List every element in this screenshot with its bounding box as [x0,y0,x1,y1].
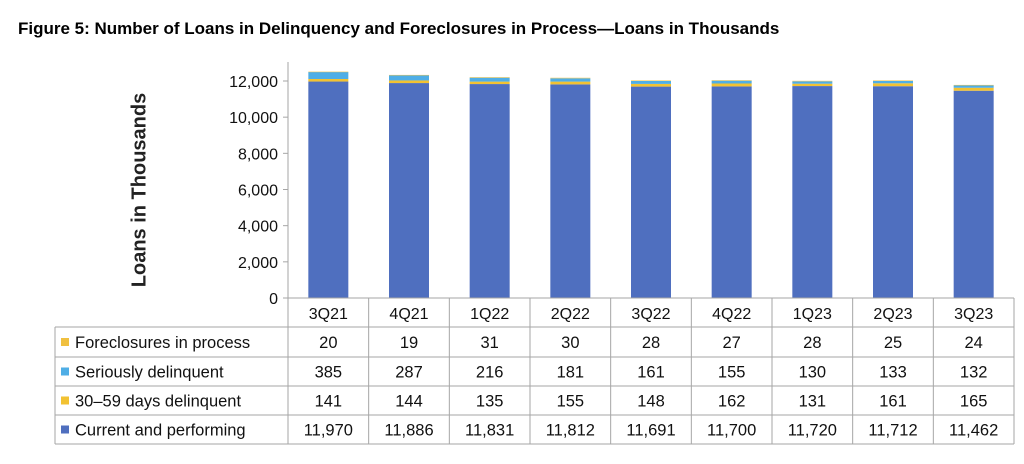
bar-current-and-performing [711,86,752,298]
table-cell-value: 11,970 [304,422,353,440]
y-tick-label: 12,000 [229,74,278,91]
bar-current-and-performing [550,84,591,299]
table-cell-value: 144 [395,393,423,411]
x-tick-label: 4Q21 [389,306,428,323]
bar-foreclosures-in-process [953,84,994,86]
legend-label: Seriously delinquent [75,364,224,382]
table-cell-value: 20 [319,334,337,352]
bar-seriously-delinquent [792,81,833,84]
table-cell-value: 31 [480,334,498,352]
bar-30-59-days-delinquent [389,80,429,84]
table-cell-value: 287 [395,364,423,382]
bar-foreclosures-in-process [631,80,671,81]
bar-30-59-days-delinquent [308,78,349,82]
bar-seriously-delinquent [389,75,429,81]
bar-30-59-days-delinquent [792,83,833,87]
table-cell-value: 131 [799,393,827,411]
table-cell-value: 28 [803,334,821,352]
chart-title: Figure 5: Number of Loans in Delinquency… [18,19,780,38]
table-cell-value: 24 [964,334,982,352]
legend-swatch [61,396,69,405]
table-cell-value: 155 [557,393,585,411]
bar-seriously-delinquent [873,80,913,84]
legend-swatch [61,425,69,434]
bar-foreclosures-in-process [550,77,591,79]
legend-label: 30–59 days delinquent [75,393,241,411]
table-cell-value: 11,462 [949,422,998,440]
bar-30-59-days-delinquent [469,81,510,85]
table-cell-value: 28 [642,334,660,352]
bar-foreclosures-in-process [711,80,752,81]
table-cell-value: 130 [799,364,827,382]
table-cell-value: 11,700 [707,422,756,440]
bar-foreclosures-in-process [308,71,349,73]
table-cell-value: 27 [722,334,740,352]
table-cell-value: 25 [884,334,902,352]
bar-foreclosures-in-process [873,80,913,81]
bar-foreclosures-in-process [469,77,510,78]
table-cell-value: 162 [718,393,746,411]
y-tick-label: 10,000 [229,110,278,127]
x-tick-label: 3Q21 [309,306,348,323]
bar-seriously-delinquent [953,85,994,88]
table-cell-value: 132 [960,364,988,382]
x-tick-label: 3Q23 [954,306,993,323]
table-cell-value: 181 [557,364,585,382]
x-tick-label: 1Q22 [470,306,509,323]
bar-30-59-days-delinquent [953,87,994,91]
bar-current-and-performing [389,83,429,299]
bar-foreclosures-in-process [792,80,833,82]
legend-label: Current and performing [75,422,246,440]
bar-foreclosures-in-process [389,74,429,76]
table-cell-value: 11,720 [788,422,837,440]
table-cell-value: 141 [315,393,343,411]
table-cell-value: 30 [561,334,579,352]
x-tick-label: 1Q23 [793,306,832,323]
bar-current-and-performing [792,86,833,299]
x-tick-label: 2Q23 [873,306,912,323]
table-cell-value: 155 [718,364,746,382]
table-cell-value: 161 [879,393,907,411]
y-tick-label: 4,000 [238,219,278,236]
y-tick-label: 6,000 [238,183,278,200]
table-cell-value: 11,812 [546,422,595,440]
bar-seriously-delinquent [550,78,591,82]
table-cell-value: 11,691 [626,422,675,440]
table-cell-value: 135 [476,393,504,411]
bar-current-and-performing [308,81,349,298]
legend-swatch [61,338,69,346]
table-cell-value: 133 [879,364,907,382]
table-cell-value: 11,886 [384,422,433,440]
table-cell-value: 11,712 [868,422,917,440]
bar-current-and-performing [953,90,994,298]
y-tick-label: 2,000 [238,255,278,272]
table-cell-value: 161 [637,364,665,382]
table-cell-value: 148 [637,393,665,411]
table-cell-value: 165 [960,393,988,411]
table-cell-value: 19 [400,334,418,352]
bar-30-59-days-delinquent [550,81,591,85]
bar-seriously-delinquent [308,72,349,79]
bar-current-and-performing [873,86,913,298]
bar-30-59-days-delinquent [631,83,671,87]
bar-current-and-performing [469,84,510,298]
legend-label: Foreclosures in process [75,334,250,352]
bar-seriously-delinquent [631,81,671,84]
legend-swatch [61,367,69,376]
table-cell-value: 385 [315,364,343,382]
y-tick-label: 0 [269,291,278,308]
x-tick-label: 3Q22 [631,306,670,323]
bar-30-59-days-delinquent [873,83,913,87]
bar-30-59-days-delinquent [711,83,752,87]
x-tick-label: 2Q22 [551,306,590,323]
table-cell-value: 11,831 [465,422,514,440]
bar-seriously-delinquent [711,80,752,84]
bar-seriously-delinquent [469,77,510,82]
y-tick-label: 8,000 [238,146,278,163]
x-tick-label: 4Q22 [712,306,751,323]
bar-current-and-performing [631,86,671,298]
table-cell-value: 216 [476,364,504,382]
